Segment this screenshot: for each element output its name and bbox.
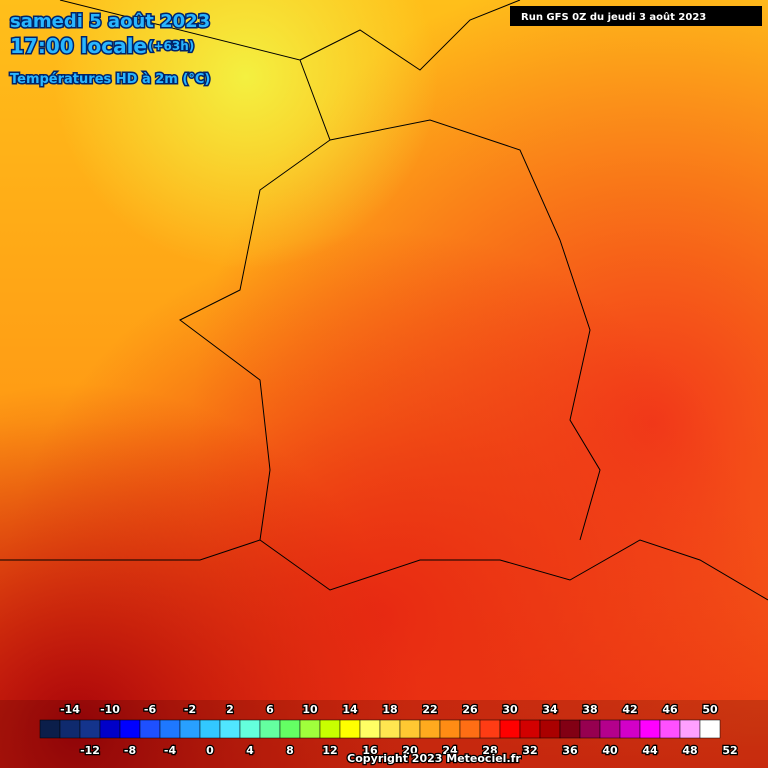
scale-label: 2 (226, 703, 234, 716)
scale-label: 26 (462, 703, 478, 716)
scale-swatch (499, 719, 521, 739)
scale-label: 6 (266, 703, 274, 716)
scale-swatch (539, 719, 561, 739)
scale-swatch (399, 719, 421, 739)
scale-label: 28 (482, 744, 497, 757)
scale-label: 46 (662, 703, 678, 716)
scale-swatch (459, 719, 481, 739)
scale-label: 32 (522, 744, 537, 757)
scale-label: 34 (542, 703, 558, 716)
scale-label: 48 (682, 744, 697, 757)
run-box (510, 6, 762, 26)
scale-label: -14 (60, 703, 80, 716)
scale-label: 4 (246, 744, 254, 757)
scale-swatch (439, 719, 461, 739)
scale-swatch (239, 719, 261, 739)
map-lead: (+63h) (148, 39, 194, 53)
scale-label: 14 (342, 703, 358, 716)
scale-label: 30 (502, 703, 518, 716)
color-scale: -14 -10 -6 -2 2 6 10 14 18 22 26 30 34 38 42 46 50-12 -8-… (39, 702, 739, 758)
scale-label: -2 (184, 703, 196, 716)
scale-swatch (259, 719, 281, 739)
scale-swatch (579, 719, 601, 739)
scale-swatch (279, 719, 301, 739)
scale-swatch (379, 719, 401, 739)
scale-label: 12 (322, 744, 337, 757)
scale-swatch (699, 719, 721, 739)
scale-label: 16 (362, 744, 378, 757)
border (329, 119, 601, 541)
coastline (299, 0, 521, 71)
scale-label: -12 (80, 744, 100, 757)
scale-swatch (559, 719, 581, 739)
scale-swatch (479, 719, 501, 739)
scale-swatch (299, 719, 321, 739)
scale-label: -10 (100, 703, 120, 716)
scale-swatch (419, 719, 441, 739)
scale-swatch (39, 719, 61, 739)
scale-swatch (219, 719, 241, 739)
scale-swatch (359, 719, 381, 739)
scale-label: 50 (702, 703, 718, 716)
scale-swatch (659, 719, 681, 739)
scale-swatch (139, 719, 161, 739)
scale-label: 8 (286, 744, 294, 757)
scale-label: 52 (722, 744, 737, 757)
scale-label: 22 (422, 703, 437, 716)
scale-swatch (619, 719, 641, 739)
scale-swatch (599, 719, 621, 739)
copyright: Copyright 2023 Meteociel.fr (347, 752, 521, 765)
scale-swatch (119, 719, 141, 739)
scale-label: 10 (302, 703, 318, 716)
scale-swatch (199, 719, 221, 739)
map-date: samedi 5 août 2023 (10, 11, 210, 32)
scale-label: 20 (402, 744, 418, 757)
scale-swatch (59, 719, 81, 739)
scale-label: 24 (442, 744, 458, 757)
run-info: Run GFS 0Z du jeudi 3 août 2023 (521, 11, 706, 23)
scale-label: 44 (642, 744, 658, 757)
coastline (0, 0, 331, 561)
scale-swatch (519, 719, 541, 739)
coastline (259, 539, 768, 601)
scale-label: 36 (562, 744, 578, 757)
scale-swatch (79, 719, 101, 739)
scale-swatch (319, 719, 341, 739)
scale-label: 0 (206, 744, 214, 757)
scale-label: -4 (164, 744, 177, 757)
scale-swatch (639, 719, 661, 739)
scale-label: 40 (602, 744, 618, 757)
scale-swatch (159, 719, 181, 739)
scale-swatch (179, 719, 201, 739)
scale-label: 42 (622, 703, 637, 716)
scale-swatch (99, 719, 121, 739)
scale-label: 38 (582, 703, 597, 716)
scale-label: 18 (382, 703, 397, 716)
scale-label: -8 (124, 744, 136, 757)
scale-label: -6 (144, 703, 157, 716)
scale-swatch (339, 719, 361, 739)
map-field: Températures HD à 2m (°C) (10, 72, 210, 87)
map-time: 17:00 locale (10, 34, 147, 58)
scale-swatch (679, 719, 701, 739)
